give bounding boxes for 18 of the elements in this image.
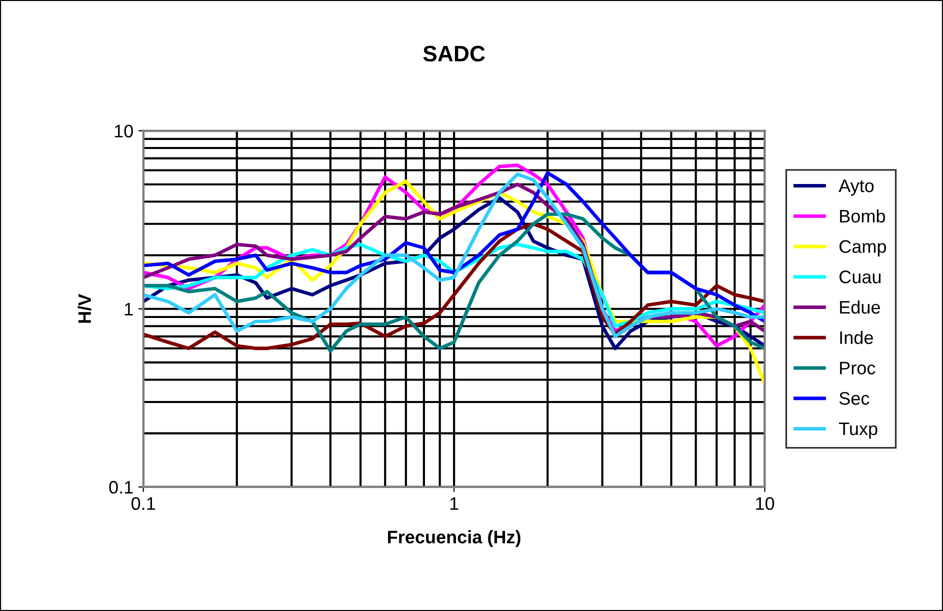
y-axis-title: H/V	[78, 294, 92, 323]
legend-label: Tuxp	[838, 422, 878, 439]
y-tick-label: 10	[114, 124, 133, 138]
legend-label: Proc	[840, 362, 876, 374]
legend-label: Sec	[839, 392, 870, 405]
x-tick-label: 1	[450, 497, 458, 510]
legend-label: Ayto	[838, 180, 874, 196]
legend-label: Inde	[840, 330, 873, 344]
legend-label: Cuau	[840, 270, 881, 284]
x-axis-title: Frecuencia (Hz)	[388, 530, 520, 548]
y-tick-label: 0.1	[109, 480, 133, 494]
legend-label: Bomb	[840, 209, 885, 223]
x-tick-label: 0.1	[131, 497, 156, 510]
chart-title: SADC	[423, 46, 485, 62]
y-tick-label: 1	[124, 302, 133, 316]
legend-label: Edue	[840, 300, 880, 314]
legend-label: Camp	[840, 240, 886, 257]
x-tick-label: 10	[756, 497, 774, 510]
